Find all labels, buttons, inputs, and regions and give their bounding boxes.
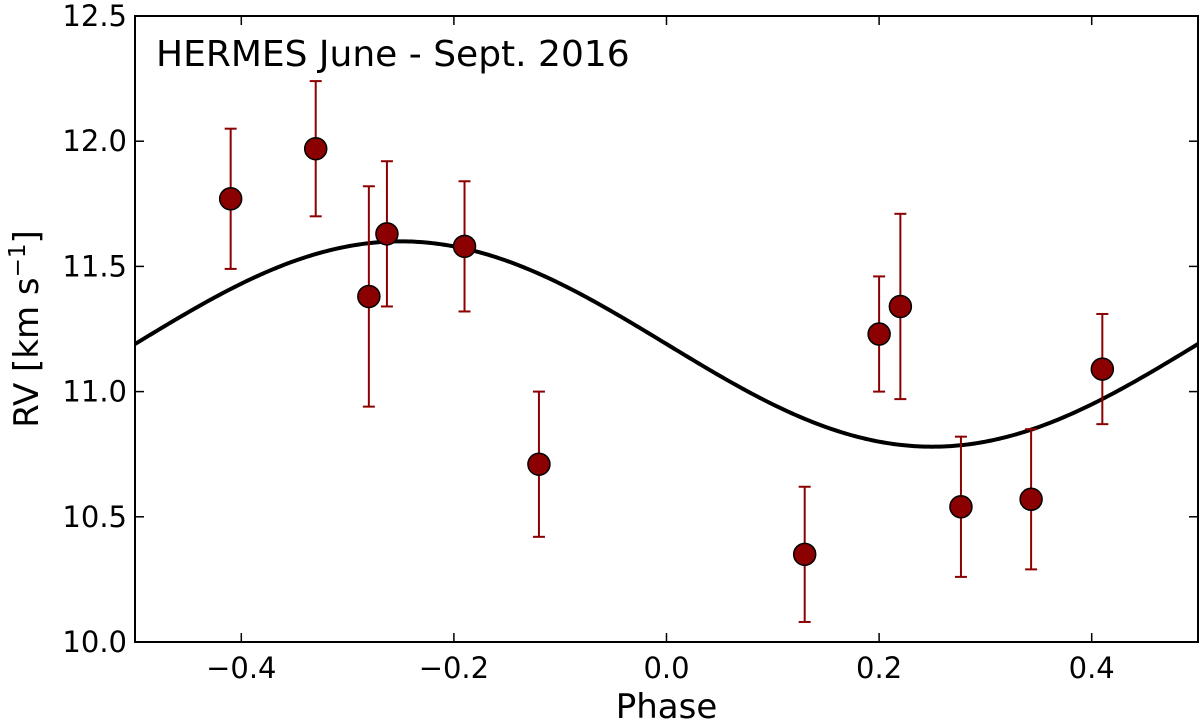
tick-layer: −0.4 −0.2 0.0 0.2 0.4 10.0 10.5 11.0 11.5 12.0 12.… <box>62 0 1198 685</box>
data-point-10 <box>1019 487 1043 512</box>
data-point-0 <box>218 187 243 211</box>
data-point-11 <box>1090 357 1115 381</box>
x-tick-label-2: 0.0 <box>643 651 689 685</box>
data-point-9 <box>949 495 973 519</box>
data-point-1 <box>303 136 328 161</box>
y-tick-label-0: 10.0 <box>62 625 127 659</box>
x-tick-label-1: −0.2 <box>419 651 489 685</box>
dataset-annotation: HERMES June - Sept. 2016 <box>156 34 630 75</box>
y-axis-label: RV [km s−1] <box>5 230 47 428</box>
y-axis-label-superscript: −1 <box>5 243 31 277</box>
x-tick-label-4: 0.4 <box>1069 651 1115 685</box>
errorbar-layer <box>224 80 1109 623</box>
data-point-8 <box>888 294 913 319</box>
data-point-4 <box>452 234 477 259</box>
data-point-7 <box>867 322 891 346</box>
data-point-2 <box>357 284 381 309</box>
y-tick-label-3: 11.5 <box>62 249 127 283</box>
data-point-layer <box>218 136 1115 567</box>
plot-frame <box>134 15 1199 643</box>
y-axis-label-prefix: RV [km s <box>7 277 47 427</box>
x-tick-label-0: −0.4 <box>206 651 276 685</box>
data-point-3 <box>375 222 399 246</box>
y-tick-label-5: 12.5 <box>62 0 127 33</box>
x-axis-label: Phase <box>616 687 718 725</box>
model-curve <box>133 239 1200 449</box>
y-axis-label-suffix: ] <box>7 230 47 243</box>
model-curve-layer <box>133 239 1200 449</box>
data-point-5 <box>527 452 551 476</box>
y-tick-label-1: 10.5 <box>62 500 127 534</box>
axes-layer <box>134 15 1199 643</box>
y-tick-label-2: 11.0 <box>62 375 127 409</box>
y-tick-label-4: 12.0 <box>62 124 127 158</box>
x-tick-label-3: 0.2 <box>856 651 902 685</box>
axis-label-layer: HERMES June - Sept. 2016 Phase RV [km s−… <box>5 34 717 725</box>
data-point-6 <box>792 542 817 567</box>
